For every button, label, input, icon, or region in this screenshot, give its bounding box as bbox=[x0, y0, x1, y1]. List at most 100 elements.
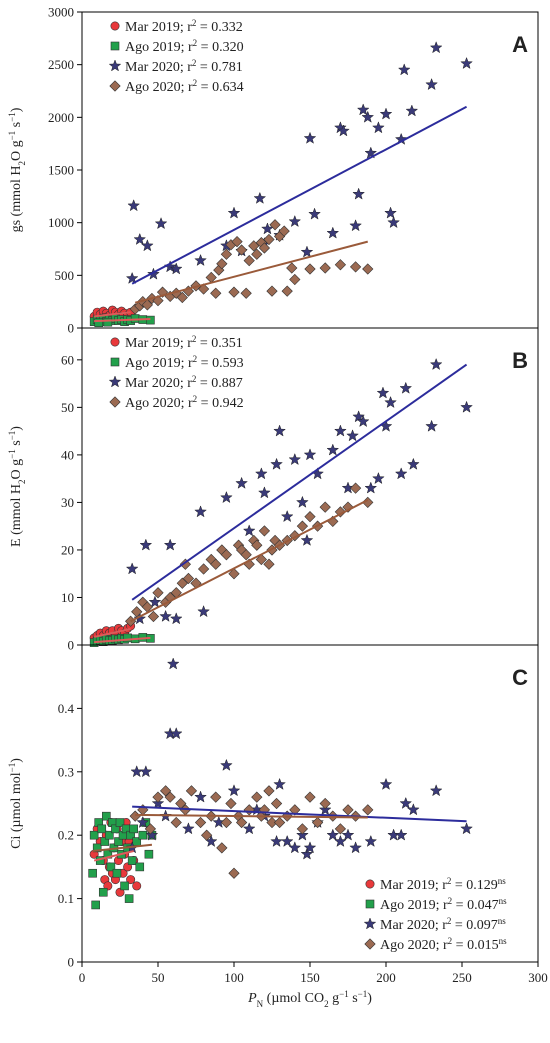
data-point bbox=[164, 791, 176, 803]
y-tick-label: 40 bbox=[61, 447, 74, 462]
data-point bbox=[194, 816, 207, 829]
data-point bbox=[289, 530, 301, 542]
legend-marker bbox=[109, 80, 121, 92]
y-tick-label: 0.1 bbox=[58, 891, 74, 906]
fit-line-ago-2019 bbox=[92, 843, 153, 853]
x-tick-label: 150 bbox=[300, 970, 320, 985]
data-point bbox=[228, 568, 240, 580]
series-ago-2019 bbox=[88, 811, 157, 910]
data-point bbox=[240, 549, 252, 561]
data-point bbox=[194, 790, 207, 803]
panel-b: 0 10 20 30 40 50 60 E (mmol H2O g−1 s−1) B Mar 20… bbox=[7, 327, 539, 653]
data-point bbox=[342, 501, 354, 513]
panel-letter: C bbox=[512, 665, 528, 690]
y-tick-label: 60 bbox=[61, 352, 74, 367]
data-point bbox=[296, 828, 309, 841]
legend-marker bbox=[363, 917, 377, 930]
data-point bbox=[132, 881, 142, 891]
data-point bbox=[270, 457, 283, 470]
data-point bbox=[258, 525, 271, 537]
data-point bbox=[364, 481, 378, 494]
data-point bbox=[220, 758, 233, 771]
data-point bbox=[124, 894, 134, 903]
data-point bbox=[319, 501, 331, 513]
legend-label: Mar 2020; r2 = 0.887 bbox=[125, 374, 243, 391]
data-point bbox=[179, 558, 191, 570]
fit-line-mar-2020 bbox=[132, 805, 467, 823]
data-point bbox=[182, 822, 195, 835]
fit-line-ago-2020 bbox=[130, 499, 369, 623]
series-mar-2020 bbox=[125, 41, 473, 284]
legend-label: Mar 2019; r2 = 0.332 bbox=[125, 18, 243, 35]
x-axis-title: PN (µmol CO2 g−1 s−1) bbox=[247, 989, 372, 1009]
legend-label: Ago 2020; r2 = 0.942 bbox=[125, 394, 244, 411]
data-point bbox=[159, 609, 172, 622]
data-point bbox=[280, 509, 294, 523]
data-point bbox=[334, 424, 347, 437]
data-point bbox=[258, 486, 271, 499]
y-tick-label: 20 bbox=[61, 542, 74, 557]
data-point bbox=[131, 606, 143, 618]
data-point bbox=[210, 791, 222, 803]
y-tick-label: 2000 bbox=[48, 110, 74, 125]
data-point bbox=[235, 476, 248, 489]
y-tick-label: 3000 bbox=[48, 5, 74, 20]
data-point bbox=[326, 828, 340, 841]
data-point bbox=[270, 797, 283, 810]
data-point bbox=[197, 605, 210, 618]
fit-line-ago-2020 bbox=[134, 240, 369, 304]
data-point bbox=[273, 816, 286, 829]
data-point bbox=[304, 263, 316, 275]
panel-a: 0 500 1000 1500 2000 2500 3000 gs (mmol H2O g−1… bbox=[7, 5, 539, 336]
data-point bbox=[115, 818, 125, 827]
x-tick-label: 50 bbox=[152, 970, 165, 985]
data-point bbox=[289, 273, 301, 286]
data-point bbox=[425, 419, 438, 432]
data-point bbox=[289, 804, 301, 816]
data-point bbox=[194, 253, 207, 267]
data-point bbox=[387, 215, 400, 229]
y-tick-label: 0 bbox=[68, 321, 75, 336]
data-point bbox=[263, 558, 275, 570]
data-point bbox=[278, 225, 290, 237]
data-point bbox=[361, 110, 375, 123]
data-point bbox=[144, 823, 157, 835]
fit-line-mar-2019 bbox=[93, 850, 134, 862]
data-point bbox=[296, 495, 309, 508]
y-axis-title: gs (mmol H2O g−1 s−1) bbox=[7, 107, 27, 232]
data-point bbox=[152, 587, 164, 599]
y-tick-label: 0.3 bbox=[58, 764, 74, 779]
data-point bbox=[210, 558, 222, 570]
data-point bbox=[111, 824, 120, 834]
legend-marker bbox=[110, 337, 120, 347]
data-point bbox=[364, 146, 378, 159]
data-point bbox=[460, 822, 473, 835]
data-point bbox=[89, 830, 99, 840]
data-point bbox=[139, 765, 153, 778]
x-tick-label: 200 bbox=[376, 970, 396, 985]
data-point bbox=[243, 254, 255, 267]
data-point bbox=[106, 862, 116, 872]
data-point bbox=[159, 785, 172, 797]
y-tick-label: 500 bbox=[55, 268, 75, 283]
data-point bbox=[169, 727, 183, 740]
data-point bbox=[270, 834, 283, 847]
data-point bbox=[129, 810, 141, 822]
data-point bbox=[304, 511, 316, 523]
data-point bbox=[406, 803, 420, 816]
legend-marker bbox=[365, 899, 375, 909]
data-point bbox=[334, 506, 347, 518]
legend: Mar 2019; r2 = 0.351 Ago 2019; r2 = 0.593… bbox=[108, 334, 244, 411]
data-point bbox=[384, 395, 397, 409]
y-tick-label: 2500 bbox=[48, 57, 74, 72]
fit-line-ago-2020 bbox=[135, 813, 368, 819]
data-point bbox=[112, 868, 122, 878]
data-point bbox=[376, 386, 390, 399]
data-point bbox=[254, 467, 268, 480]
data-point bbox=[251, 791, 263, 803]
data-point bbox=[231, 236, 243, 248]
legend-marker bbox=[108, 375, 122, 388]
data-point bbox=[169, 612, 183, 625]
legend-label: Mar 2020; r2 = 0.781 bbox=[125, 58, 243, 75]
